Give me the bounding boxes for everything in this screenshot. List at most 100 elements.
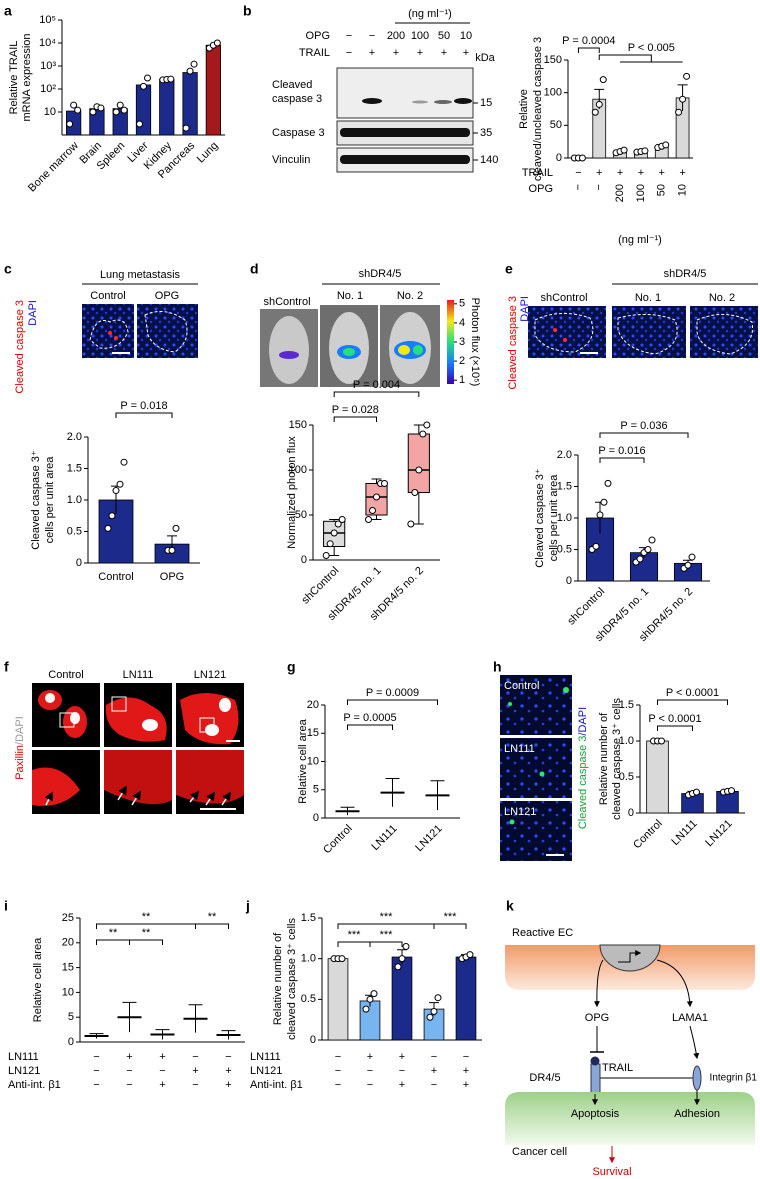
stain-label: Paxillin/DAPI (14, 716, 26, 780)
y-tick-label: 0.5 (619, 771, 634, 783)
condition-value: − (572, 184, 584, 190)
y-tick-label: 5 (313, 784, 319, 796)
condition-label: LN111 (8, 1051, 39, 1063)
colorbar-tick-label: 4 (459, 317, 465, 329)
y-axis-label: cleaved/uncleaved caspase 3 (532, 37, 544, 181)
lane-label: − (346, 47, 352, 59)
condition-label: LN121 (250, 1065, 282, 1077)
significance-label: P = 0.0004 (562, 35, 615, 47)
data-point (144, 74, 151, 82)
y-tick-label: 10³ (40, 60, 56, 72)
error-bar (430, 780, 445, 811)
stain-label-part: Paxillin (14, 745, 26, 780)
y-axis-label: cleaved caspase 3⁺ cells (286, 918, 298, 1040)
chart: 0 0.5 1.0 1.5 Relative number of cleaved casp… (250, 911, 482, 1091)
data-point (362, 1005, 370, 1013)
panel-label: j (245, 898, 250, 914)
inset-box (199, 717, 215, 733)
chart: 0 50 100 150 Relative cleaved/uncleaved caspa… (518, 35, 693, 246)
outcome-label: Adhesion (674, 1108, 720, 1120)
panel-label: g (287, 659, 296, 675)
data-point (190, 60, 198, 68)
panel-label: i (4, 898, 8, 914)
condition-value: + (225, 1079, 231, 1091)
data-point (415, 466, 423, 474)
y-tick-label: 100 (289, 464, 307, 476)
colorbar-label: Photon flux (×10⁵) (469, 298, 481, 387)
y-tick-label: 1.5 (557, 480, 572, 492)
y-tick-label: 0 (566, 575, 572, 587)
stain-label: Cleaved caspase 3/DAPI (577, 707, 589, 829)
significance-label: P = 0.0009 (366, 687, 419, 699)
cell-label: Cancer cell (512, 1146, 567, 1158)
column-label: LN111 (123, 669, 154, 681)
y-tick-label: 10⁵ (39, 14, 56, 26)
signal (398, 345, 410, 355)
significance-label: *** (444, 911, 458, 923)
condition-value: + (399, 1079, 405, 1091)
error-bar (89, 1033, 104, 1039)
condition-value: − (431, 1079, 437, 1091)
data-point (140, 82, 147, 90)
column-label: shControl (263, 296, 310, 308)
data-point (168, 546, 176, 554)
y-tick-label: 0.5 (557, 543, 572, 555)
data-point (604, 479, 612, 487)
arrow (593, 959, 604, 1008)
data-point (365, 516, 372, 523)
bar (159, 79, 175, 136)
micrograph (500, 738, 572, 798)
condition-value: − (225, 1051, 231, 1063)
significance-bracket (577, 47, 600, 53)
micrograph (82, 304, 134, 358)
y-tick-label: 1.5 (619, 699, 634, 711)
chart: 0 0.5 1.0 1.5 2.0 Cleaved caspase 3⁺ cells per… (30, 400, 200, 583)
error-bar (340, 806, 355, 816)
unit-label: (ng ml⁻¹) (618, 234, 662, 246)
significance-bracket (333, 416, 377, 422)
significance-label: *** (380, 911, 394, 923)
condition-value: − (593, 184, 605, 190)
condition-value: + (159, 1051, 165, 1063)
lane-label: + (393, 47, 399, 59)
signal (343, 348, 355, 356)
y-axis-label: Relative (518, 89, 530, 129)
outline (534, 313, 754, 355)
significance-label: P = 0.036 (620, 420, 667, 432)
y-tick-label: 0 (301, 554, 307, 566)
cell (508, 702, 512, 706)
ligand-label: OPG (585, 1012, 609, 1024)
data-point (97, 104, 105, 112)
significance-bracket (333, 391, 420, 397)
ligand-label: TRAIL (602, 1062, 633, 1074)
significance-bracket (433, 923, 467, 929)
data-point (70, 101, 78, 109)
y-tick-label: 1.0 (67, 494, 82, 506)
data-point (662, 141, 670, 149)
condition-value: − (192, 1079, 198, 1091)
y-tick-label: 150 (544, 54, 562, 66)
image-panel: Control LN111 LN121 Paxillin/DAPI (14, 669, 244, 814)
data-point (112, 108, 120, 116)
y-tick-label: 0 (310, 1034, 316, 1046)
data-point (693, 788, 700, 796)
outcome-label: Apoptosis (571, 1108, 620, 1120)
micrograph (528, 306, 606, 358)
y-tick-label: 2.0 (557, 449, 572, 461)
cancer-cell (505, 1092, 755, 1145)
signal (413, 345, 423, 355)
y-axis-label: Normalized photon flux (286, 436, 298, 549)
condition-value: − (335, 1051, 341, 1063)
data-point (407, 520, 415, 528)
condition-value: − (367, 1079, 373, 1091)
data-point (186, 67, 194, 75)
y-axis-label: Relative number of (598, 712, 610, 805)
data-point (423, 421, 431, 429)
ligand (590, 1056, 600, 1066)
data-point (370, 990, 378, 998)
group-label: Lung metastasis (100, 269, 181, 281)
row-label: TRAIL (299, 47, 330, 59)
significance-label: ** (109, 927, 118, 939)
blot-bands (340, 98, 472, 164)
